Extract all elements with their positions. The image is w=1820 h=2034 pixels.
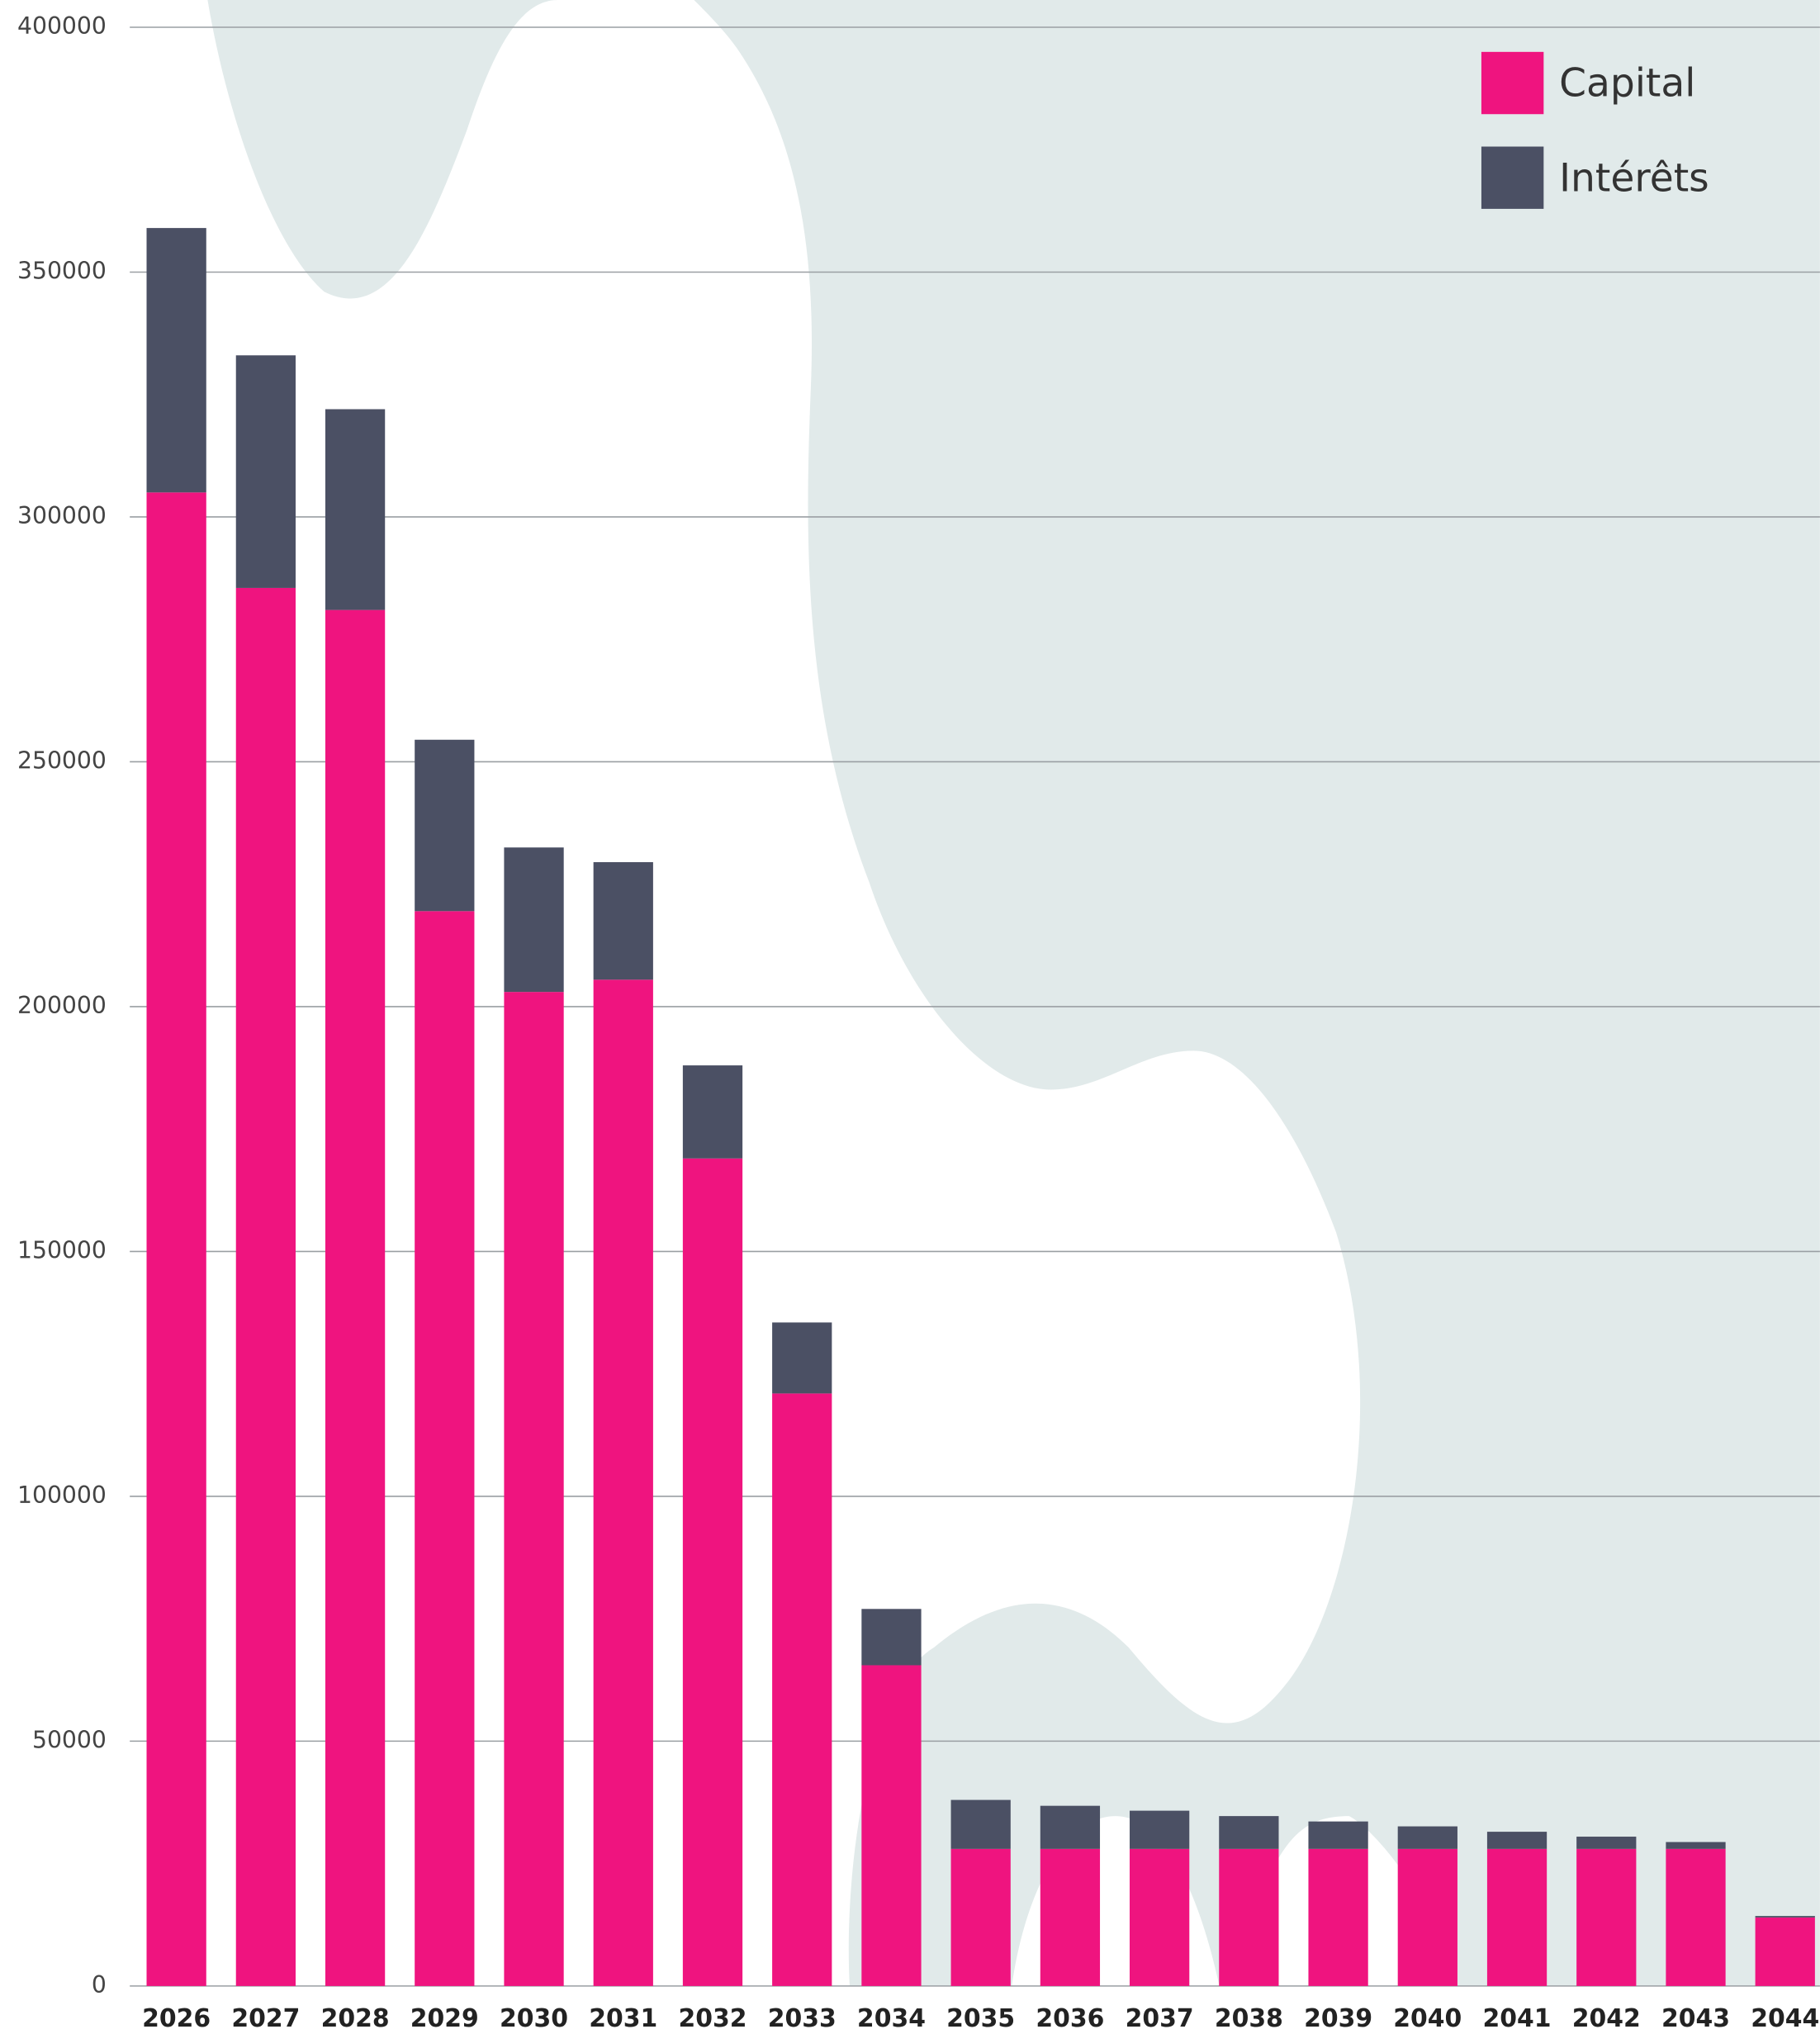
bar-segment <box>325 410 385 610</box>
bar-segment <box>1398 1849 1457 1986</box>
y-tick-label: 200000 <box>17 992 107 1019</box>
y-tick-label: 350000 <box>17 257 107 284</box>
bar-segment <box>594 979 653 1986</box>
y-tick-label: 400000 <box>17 12 107 40</box>
bar-segment <box>1398 1827 1457 1849</box>
bar-segment <box>1576 1837 1636 1849</box>
bar-segment <box>147 228 206 492</box>
legend-swatch <box>1481 146 1543 208</box>
x-tick-label: 2042 <box>1572 2004 1641 2033</box>
bar-segment <box>1666 1842 1725 1849</box>
x-tick-label: 2026 <box>142 2004 211 2033</box>
x-tick-label: 2035 <box>946 2004 1015 2033</box>
bar-segment <box>415 911 474 1986</box>
bar-segment <box>861 1609 921 1665</box>
bar-segment <box>1040 1806 1100 1849</box>
bar-segment <box>1666 1849 1725 1986</box>
x-tick-label: 2038 <box>1215 2004 1283 2033</box>
bar-segment <box>1756 1916 1815 1918</box>
bar-segment <box>683 1159 742 1986</box>
x-tick-label: 2030 <box>500 2004 568 2033</box>
x-tick-label: 2041 <box>1483 2004 1552 2033</box>
bar-segment <box>1487 1832 1547 1849</box>
y-tick-label: 300000 <box>17 502 107 529</box>
bar-segment <box>325 610 385 1986</box>
bar-segment <box>1130 1849 1189 1986</box>
bar-segment <box>504 847 563 992</box>
legend-label: Intérêts <box>1559 155 1709 201</box>
bar-segment <box>1308 1849 1367 1986</box>
x-tick-label: 2044 <box>1751 2004 1819 2033</box>
bar-segment <box>1487 1849 1547 1986</box>
x-tick-label: 2039 <box>1304 2004 1372 2033</box>
bar-segment <box>1040 1849 1100 1986</box>
legend-swatch <box>1481 52 1543 114</box>
bar-segment <box>1219 1849 1278 1986</box>
chart: 0 50000 100000 150000 200000 250000 300000 3500… <box>0 0 1820 2034</box>
x-tick-label: 2037 <box>1126 2004 1194 2033</box>
x-tick-label: 2036 <box>1036 2004 1104 2033</box>
bar-segment <box>415 740 474 912</box>
bar-segment <box>772 1393 832 1985</box>
bar-segment <box>683 1065 742 1159</box>
bar-segment <box>147 492 206 1986</box>
x-tick-label: 2043 <box>1661 2004 1730 2033</box>
y-tick-label: 100000 <box>17 1482 107 1509</box>
page: {"chart_data": {"type": "stacked-bar", "… <box>0 0 1820 2034</box>
bar-segment <box>1576 1849 1636 1986</box>
bar-segment <box>1130 1811 1189 1849</box>
bar-segment <box>594 862 653 979</box>
bar-segment <box>1219 1816 1278 1849</box>
x-tick-label: 2040 <box>1393 2004 1462 2033</box>
x-tick-label: 2028 <box>321 2004 390 2033</box>
x-tick-label: 2029 <box>410 2004 479 2033</box>
bar-segment <box>1756 1918 1815 1986</box>
bar-segment <box>504 992 563 1986</box>
x-tick-label: 2033 <box>768 2004 837 2033</box>
bar-segment <box>861 1665 921 1985</box>
bar-segment <box>236 355 296 588</box>
x-tick-label: 2034 <box>857 2004 926 2033</box>
bar-segment <box>236 588 296 1986</box>
bar-segment <box>951 1800 1011 1849</box>
bar-segment <box>772 1322 832 1393</box>
x-tick-label: 2032 <box>678 2004 746 2033</box>
x-tick-label: 2027 <box>231 2004 300 2033</box>
y-tick-label: 50000 <box>32 1726 107 1753</box>
bar-segment <box>1308 1822 1367 1849</box>
x-tick-label: 2031 <box>589 2004 657 2033</box>
y-tick-label: 0 <box>92 1971 107 1998</box>
legend-label: Capital <box>1559 61 1695 107</box>
y-tick-label: 250000 <box>17 747 107 774</box>
y-tick-label: 150000 <box>17 1236 107 1264</box>
bar-segment <box>951 1849 1011 1986</box>
